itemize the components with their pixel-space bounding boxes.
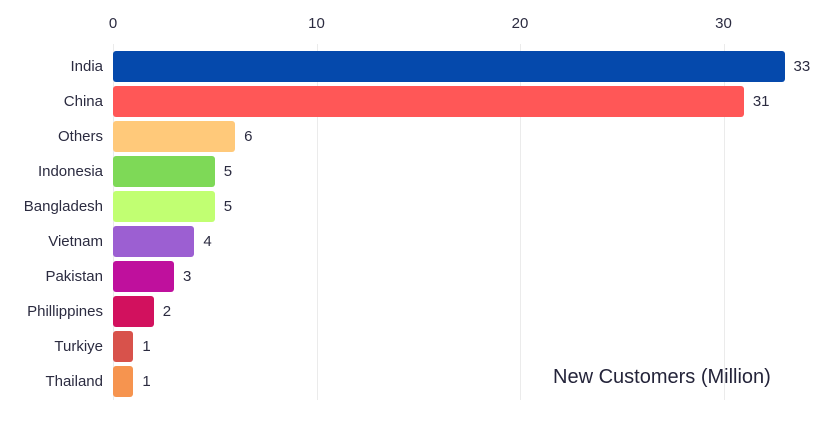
category-label: India [70, 58, 103, 75]
value-label: 33 [793, 58, 811, 75]
category-label: Pakistan [45, 268, 103, 285]
bar [113, 261, 175, 292]
value-label: 31 [752, 93, 770, 110]
category-label: Bangladesh [23, 198, 103, 215]
value-label: 3 [183, 268, 192, 285]
gridline [316, 44, 318, 400]
category-label: Others [57, 128, 103, 145]
bar [113, 51, 785, 82]
value-label: 5 [223, 198, 233, 215]
bar [113, 331, 134, 362]
category-label: China [63, 93, 103, 110]
value-label: 2 [162, 303, 172, 320]
value-label: 5 [223, 163, 233, 180]
value-label: 4 [203, 233, 212, 250]
x-tick-label: 0 [108, 15, 118, 32]
bar [113, 121, 236, 152]
bar [113, 226, 195, 257]
gridline [113, 44, 114, 400]
category-label: Phillippines [27, 303, 103, 320]
category-label: Vietnam [48, 233, 103, 250]
category-label: Thailand [45, 373, 103, 390]
category-label: Turkiye [54, 338, 103, 355]
chart-title: New Customers (Million) [553, 366, 771, 388]
bar [113, 86, 744, 117]
bar [113, 366, 134, 397]
x-tick-label: 20 [511, 15, 529, 32]
bar [113, 191, 215, 222]
category-label: Indonesia [37, 163, 103, 180]
bar [113, 296, 154, 327]
gridline [520, 44, 521, 400]
bar [113, 156, 215, 187]
value-label: 1 [142, 373, 151, 390]
value-label: 6 [244, 128, 253, 145]
x-tick-label: 30 [715, 15, 732, 32]
gridline [723, 44, 725, 400]
x-tick-label: 10 [308, 15, 325, 32]
value-label: 1 [142, 338, 151, 355]
